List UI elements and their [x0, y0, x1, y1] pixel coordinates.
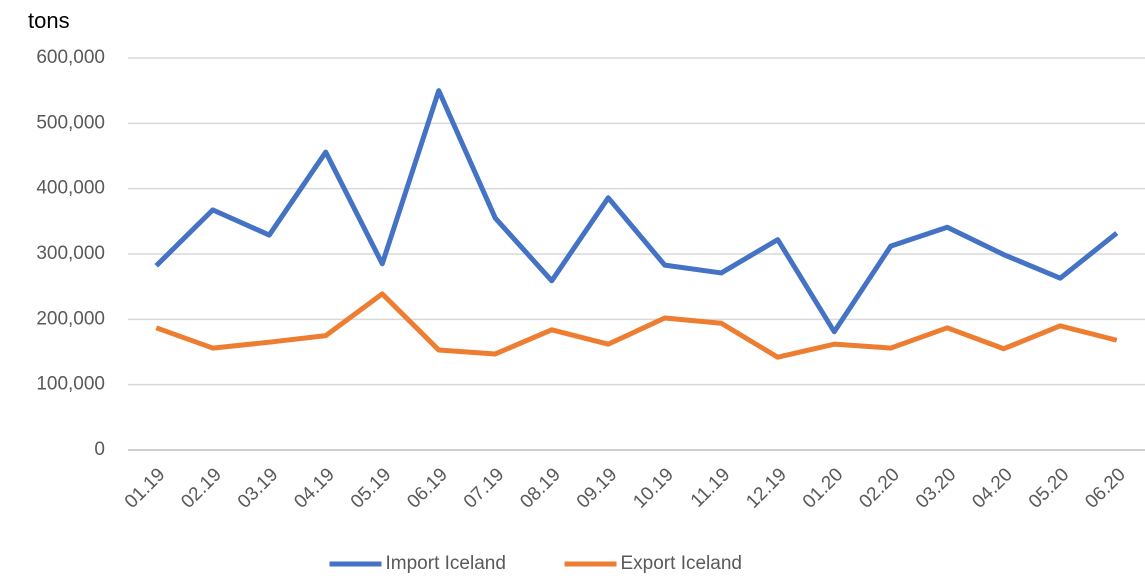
series-line: [155, 291, 1118, 360]
y-tick-label: 200,000: [36, 308, 105, 329]
y-tick-label: 0: [94, 439, 105, 460]
x-tick-label: 06.20: [1081, 464, 1129, 512]
x-tick-label: 03.20: [912, 464, 960, 512]
y-tick-label: 600,000: [36, 47, 105, 68]
x-tick-label: 02.19: [177, 464, 225, 512]
y-unit-label: tons: [28, 8, 70, 33]
x-tick-label: 03.19: [234, 464, 282, 512]
x-tick-label: 04.20: [968, 464, 1016, 512]
x-tick-label: 02.20: [855, 464, 903, 512]
x-tick-label: 12.19: [742, 464, 790, 512]
y-tick-label: 500,000: [36, 112, 105, 133]
y-tick-label: 400,000: [36, 178, 105, 199]
x-tick-label: 05.20: [1025, 464, 1073, 512]
legend-label: Export Iceland: [621, 553, 742, 574]
x-tick-label: 04.19: [290, 464, 338, 512]
x-tick-label: 01.19: [121, 464, 169, 512]
x-tick-label: 11.19: [687, 464, 734, 511]
y-tick-label: 100,000: [36, 374, 105, 395]
x-tick-label: 10.19: [629, 464, 677, 512]
x-tick-label: 08.19: [516, 464, 564, 512]
x-tick-label: 07.19: [460, 464, 508, 512]
series-line: [154, 88, 1119, 335]
legend-label: Import Iceland: [386, 553, 506, 574]
x-tick-label: 06.19: [403, 464, 451, 512]
x-tick-label: 01.20: [799, 464, 847, 512]
y-tick-label: 300,000: [36, 243, 105, 264]
x-tick-label: 05.19: [347, 464, 395, 512]
x-tick-label: 09.19: [573, 464, 621, 512]
